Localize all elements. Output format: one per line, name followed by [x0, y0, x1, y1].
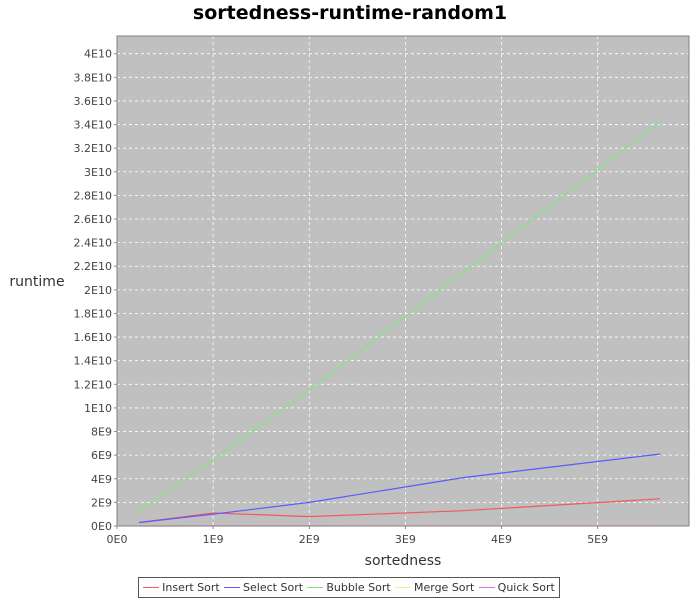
legend-label: Quick Sort: [497, 581, 555, 594]
legend-label: Select Sort: [243, 581, 304, 594]
legend: Insert Sort Select Sort Bubble Sort Merge S…: [138, 577, 560, 598]
legend-item-bubble-sort: Bubble Sort: [307, 581, 391, 594]
y-tick-label: 2.8E10: [74, 189, 112, 202]
x-tick-label: 3E9: [395, 533, 416, 546]
legend-item-select-sort: Select Sort: [224, 581, 303, 594]
x-tick-label: 5E9: [587, 533, 608, 546]
axes: [116, 35, 690, 527]
legend-swatch: [478, 587, 495, 588]
y-tick-label: 2.2E10: [74, 260, 112, 273]
y-tick-label: 2.4E10: [74, 237, 112, 250]
y-tick-label: 1.8E10: [74, 307, 112, 320]
legend-swatch: [307, 587, 324, 588]
x-tick-label: 1E9: [203, 533, 224, 546]
tick-labels: 0E0 2E9 4E9 6E9 8E9 1E10 1.2E10 1.4E10 1.6E10 1.8…: [74, 48, 609, 546]
y-tick-label: 4E10: [84, 48, 112, 61]
series-line-insert-sort: [139, 498, 661, 524]
y-tick-label: 3.8E10: [74, 71, 112, 84]
legend-swatch: [224, 587, 241, 588]
y-tick-label: 0E0: [91, 520, 112, 533]
y-tick-label: 4E9: [91, 473, 112, 486]
x-axis-label: sortedness: [365, 553, 442, 569]
y-tick-label: 3E10: [84, 166, 112, 179]
y-tick-label: 3.6E10: [74, 95, 112, 108]
legend-swatch: [394, 587, 411, 588]
legend-item-insert-sort: Insert Sort: [143, 581, 220, 594]
x-tick-label: 0E0: [107, 533, 128, 546]
y-tick-label: 2.6E10: [74, 213, 112, 226]
chart-title: sortedness-runtime-random1: [192, 2, 508, 24]
plot-background: [117, 36, 689, 526]
legend-item-quick-sort: Quick Sort: [478, 581, 555, 594]
plot-area: 0E0 2E9 4E9 6E9 8E9 1E10 1.2E10 1.4E10 1.6E10 1.8…: [9, 35, 690, 569]
y-tick-label: 6E9: [91, 449, 112, 462]
y-tick-label: 3.4E10: [74, 119, 112, 132]
y-tick-label: 2E10: [84, 284, 112, 297]
y-tick-label: 1.2E10: [74, 378, 112, 391]
y-tick-label: 3.2E10: [74, 142, 112, 155]
y-tick-label: 1E10: [84, 402, 112, 415]
x-tick-label: 2E9: [299, 533, 320, 546]
legend-label: Bubble Sort: [326, 581, 391, 594]
series-line-select-sort: [139, 453, 661, 524]
y-tick-label: 1.4E10: [74, 355, 112, 368]
y-axis-label: runtime: [9, 274, 64, 290]
plot-border: [116, 35, 690, 527]
x-tick-label: 4E9: [491, 533, 512, 546]
y-tick-label: 1.6E10: [74, 331, 112, 344]
grid-lines: [117, 36, 689, 526]
y-tick-label: 2E9: [91, 496, 112, 509]
legend-item-merge-sort: Merge Sort: [394, 581, 475, 594]
legend-label: Merge Sort: [413, 581, 475, 594]
series-line-bubble-sort: [138, 121, 661, 513]
legend-label: Insert Sort: [162, 581, 220, 594]
legend-swatch: [143, 587, 160, 588]
y-tick-label: 8E9: [91, 426, 112, 439]
